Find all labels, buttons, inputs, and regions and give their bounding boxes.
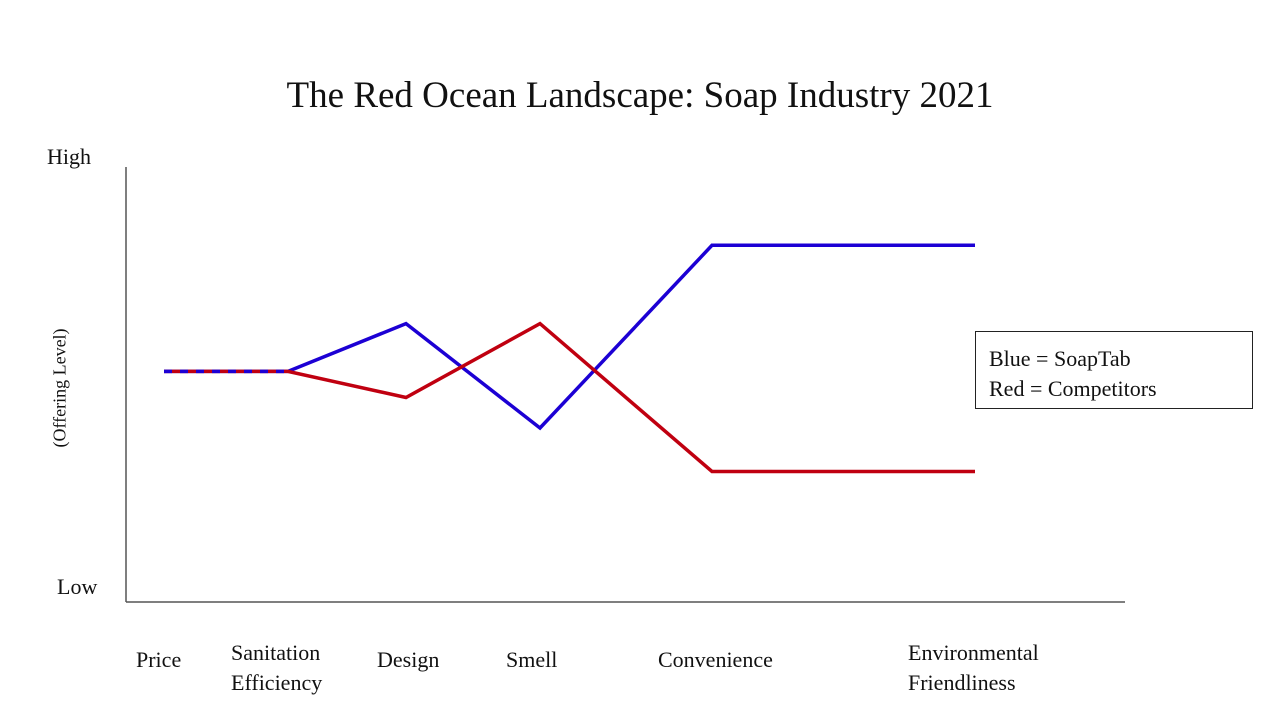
chart-title: The Red Ocean Landscape: Soap Industry 2… — [286, 75, 994, 116]
x-category-price: Price — [136, 647, 182, 672]
y-tick-high: High — [47, 144, 91, 169]
x-category-smell: Smell — [506, 647, 558, 672]
y-tick-low: Low — [57, 574, 98, 599]
x-category-design: Design — [377, 647, 440, 672]
x-category-environmental-friendliness: Environmental Friendliness — [908, 640, 1039, 695]
series-layer — [164, 243, 975, 474]
legend-entry-soaptab: Blue = SoapTab — [989, 346, 1131, 371]
legend: Blue = SoapTab Red = Competitors — [975, 331, 1253, 409]
x-category-convenience: Convenience — [658, 647, 773, 672]
x-category-sanitation-efficiency: Sanitation Efficiency — [231, 640, 323, 695]
legend-entry-competitors: Red = Competitors — [989, 376, 1157, 401]
series-line-soaptab — [164, 243, 975, 431]
